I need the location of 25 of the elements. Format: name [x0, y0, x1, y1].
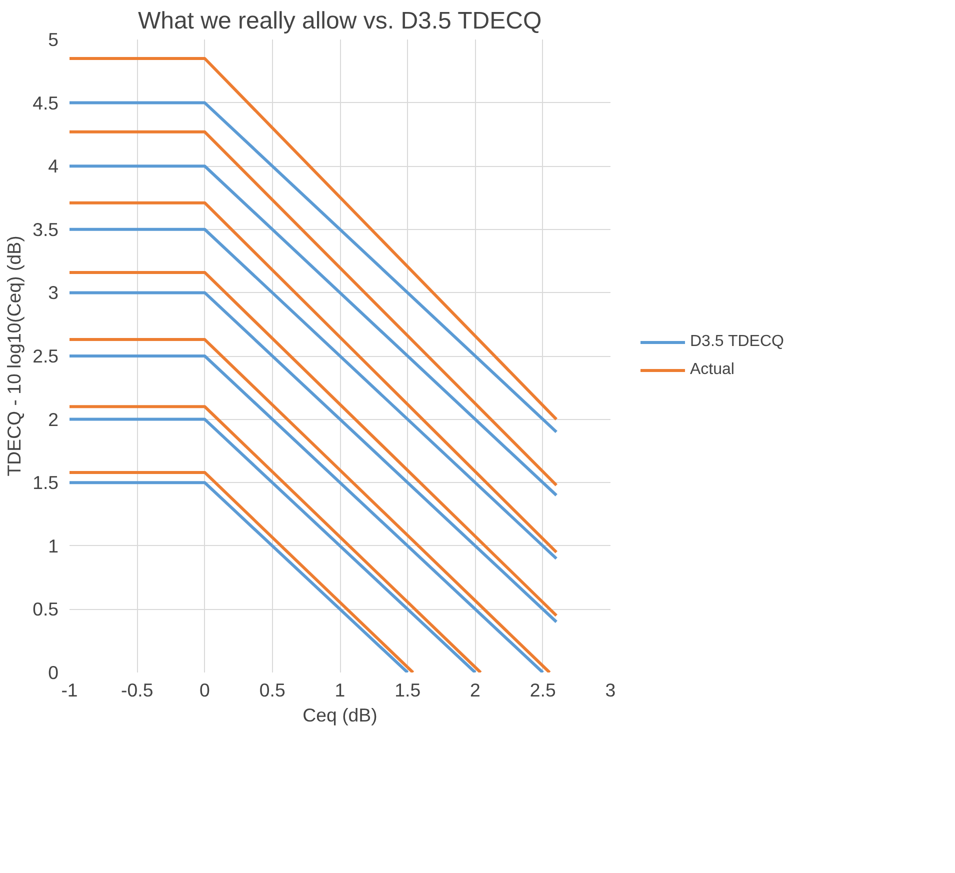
x-tick-label: 2 [470, 680, 480, 700]
chart-title: What we really allow vs. D3.5 TDECQ [138, 8, 542, 34]
legend-label: Actual [690, 360, 734, 378]
y-tick-label: 3.5 [32, 218, 59, 240]
x-tick-label: 1.5 [394, 680, 421, 700]
x-tick-label: 3 [605, 680, 616, 700]
y-tick-label: 5 [48, 29, 59, 50]
x-tick-label: -0.5 [121, 680, 154, 700]
x-tick-label: 0.5 [259, 680, 286, 700]
x-tick-label: 2.5 [530, 680, 556, 700]
x-tick-label: 0 [200, 680, 210, 700]
y-tick-label: 3 [48, 282, 59, 304]
legend-label: D3.5 TDECQ [690, 332, 784, 350]
y-tick-label: 2.5 [32, 346, 59, 366]
x-tick-label: -1 [61, 680, 78, 700]
y-tick-label: 4 [48, 156, 59, 177]
y-tick-label: 0.5 [32, 598, 59, 620]
y-tick-label: 4.5 [32, 92, 59, 114]
y-axis-title: TDECQ - 10 log10(Ceq) (dB) [4, 236, 25, 476]
y-tick-label: 1.5 [32, 472, 59, 494]
y-tick-label: 2 [48, 408, 59, 430]
y-tick-label: 0 [48, 662, 59, 683]
x-axis-title: Ceq (dB) [302, 704, 378, 726]
x-tick-label: 1 [334, 680, 346, 700]
y-tick-label: 1 [48, 535, 59, 556]
